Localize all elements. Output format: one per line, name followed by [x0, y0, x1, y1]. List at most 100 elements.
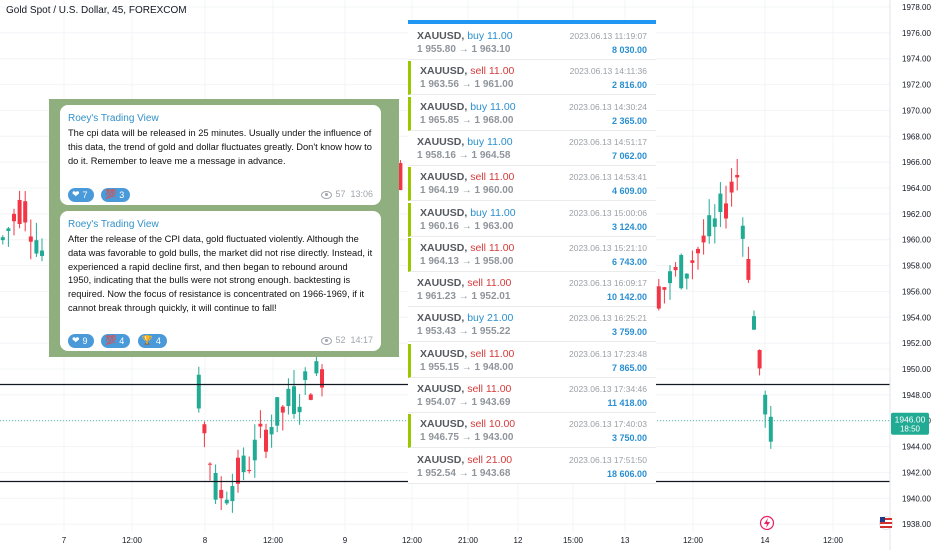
time-axis[interactable]: 7 12:00 8 12:00 9 12:00 21:00 12 15:00 13 12:00 14 1… [62, 515, 844, 546]
side-text: buy [467, 135, 485, 148]
trade-row[interactable]: XAUUSD, sell 11.00 2023.06.13 17:23:48 1 9… [408, 343, 656, 378]
trade-time: 2023.06.13 17:23:48 [569, 348, 647, 359]
message-author[interactable]: Roey's Trading View [68, 113, 159, 124]
trade-row[interactable]: XAUUSD, sell 11.00 2023.06.13 14:53:41 1 9… [408, 167, 656, 202]
trade-side: buy 21.00 [467, 312, 513, 324]
trade-row[interactable]: XAUUSD, sell 11.00 2023.06.13 14:11:36 1 9… [408, 61, 656, 96]
price-tick-label: 1966.00 [902, 158, 931, 167]
lots-text: 11.00 [485, 383, 512, 395]
lots-text: 11.00 [487, 30, 513, 42]
symbol-text: XAUUSD, [420, 418, 468, 431]
trade-profit: 18 606.00 [606, 468, 647, 479]
price-tick-label: 1940.00 [902, 494, 931, 503]
trade-row[interactable]: XAUUSD, buy 21.00 2023.06.13 16:25:21 1 95… [408, 308, 656, 343]
trade-price-range: 1 965.85 → 1 968.00 [420, 114, 514, 126]
reaction-count: 9 [82, 335, 88, 346]
reaction-hundred[interactable]: 💯 3 [101, 187, 131, 202]
reaction-hundred[interactable]: 💯 4 [101, 333, 131, 348]
current-price-badge [891, 412, 929, 435]
price-tick-label: 1952.00 [902, 339, 931, 348]
trade-side: sell 11.00 [467, 383, 511, 395]
trade-price-range: 1 946.75 → 1 943.00 [420, 432, 514, 444]
trade-time: 2023.06.13 11:19:07 [569, 31, 647, 41]
symbol-text: XAUUSD, [420, 347, 468, 360]
trade-history-panel: XAUUSD, buy 11.00 2023.06.13 11:19:07 1 95… [408, 20, 656, 484]
side-text: sell [470, 347, 486, 360]
trade-row[interactable]: XAUUSD, buy 11.00 2023.06.13 14:51:17 1 95… [408, 132, 656, 166]
trade-row[interactable]: XAUUSD, sell 21.00 2023.06.13 17:51:50 1 9… [408, 450, 656, 484]
reaction-count: 4 [155, 335, 161, 346]
price-tick-label: 1964.00 [902, 184, 931, 193]
reaction-count: 7 [82, 189, 88, 200]
price-tick-label: 1938.00 [902, 520, 931, 529]
trade-row[interactable]: XAUUSD, buy 11.00 2023.06.13 11:19:07 1 95… [408, 26, 656, 60]
trade-symbol: XAUUSD, buy 11.00 [420, 101, 516, 113]
price-tick-label: 1956.00 [902, 287, 931, 296]
hundred-icon: 💯 [105, 189, 117, 199]
trade-row[interactable]: XAUUSD, buy 11.00 2023.06.13 15:00:06 1 96… [408, 202, 656, 237]
symbol-text: XAUUSD, [420, 241, 468, 254]
reaction-trophy[interactable]: 🏆 4 [137, 333, 167, 348]
symbol-text: XAUUSD, [420, 206, 468, 219]
trade-row[interactable]: XAUUSD, sell 10.00 2023.06.13 17:40:03 1 9… [408, 414, 656, 449]
price-tick-label: 1942.00 [902, 468, 931, 477]
trade-row[interactable]: XAUUSD, buy 11.00 2023.06.13 14:30:24 1 96… [408, 96, 656, 131]
trade-time: 2023.06.13 17:34:46 [569, 384, 647, 394]
lots-text: 11.00 [485, 277, 512, 290]
trade-price-range: 1 963.56 → 1 961.00 [420, 79, 514, 91]
trade-time: 2023.06.13 14:30:24 [569, 101, 647, 112]
message-footer: ❤ 7 💯 3 57 13:06 [68, 184, 373, 202]
time-tick-label: 12:00 [823, 536, 844, 545]
trade-profit: 3 750.00 [611, 433, 647, 444]
trade-symbol: XAUUSD, sell 21.00 [417, 454, 512, 466]
side-text: buy [467, 312, 485, 325]
trade-row[interactable]: XAUUSD, sell 11.00 2023.06.13 15:21:10 1 9… [408, 237, 656, 272]
trade-side: buy 11.00 [470, 101, 515, 113]
symbol-text: XAUUSD, [417, 30, 465, 42]
trade-profit: 7 865.00 [611, 362, 647, 373]
message-time: 14:17 [350, 335, 373, 345]
reaction-heart[interactable]: ❤ 9 [68, 333, 94, 348]
trade-side: sell 11.00 [470, 348, 514, 360]
side-text: buy [467, 30, 485, 42]
trade-time: 2023.06.13 14:51:17 [569, 136, 647, 147]
price-tick-label: 1962.00 [902, 210, 931, 219]
trade-symbol: XAUUSD, sell 11.00 [417, 383, 511, 395]
time-tick-label: 15:00 [563, 536, 584, 545]
lightning-icon[interactable] [759, 515, 775, 531]
heart-icon: ❤ [72, 189, 80, 199]
symbol-text: XAUUSD, [417, 135, 465, 148]
trade-time: 2023.06.13 14:11:36 [569, 66, 647, 77]
trade-side: sell 11.00 [470, 171, 514, 183]
trade-profit: 10 142.00 [606, 292, 647, 303]
chart-title: Gold Spot / U.S. Dollar, 45, FOREXCOM [6, 5, 187, 16]
telegram-message: Roey's Trading View After the release of… [60, 211, 381, 351]
side-text: sell [470, 241, 486, 254]
trade-row[interactable]: XAUUSD, sell 11.00 2023.06.13 17:34:46 1 9… [408, 379, 656, 413]
price-tick-label: 1974.00 [902, 55, 931, 64]
trade-row[interactable]: XAUUSD, sell 11.00 2023.06.13 16:09:17 1 9… [408, 273, 656, 308]
price-tick-label: 1976.00 [902, 29, 931, 38]
price-axis[interactable]: 1978.00 1976.00 1974.00 1972.00 1970.00 1968.… [879, 0, 932, 550]
symbol-text: XAUUSD, [417, 383, 465, 395]
price-tick-label: 1970.00 [902, 106, 931, 115]
trade-symbol: XAUUSD, sell 11.00 [420, 65, 514, 77]
trade-symbol: XAUUSD, sell 11.00 [420, 348, 514, 360]
candles [0, 159, 773, 513]
price-tick-label: 1978.00 [902, 3, 931, 12]
trade-symbol: XAUUSD, sell 10.00 [420, 418, 515, 430]
price-tick-label: 1944.00 [902, 443, 931, 452]
side-text: sell [467, 277, 483, 290]
symbol-text: XAUUSD, [420, 65, 468, 78]
message-author[interactable]: Roey's Trading View [68, 219, 159, 230]
lots-text: 11.00 [488, 171, 515, 184]
trade-profit: 6 743.00 [611, 256, 647, 267]
time-tick-label: 21:00 [458, 536, 479, 545]
trade-symbol: XAUUSD, buy 11.00 [417, 136, 513, 148]
panel-top-bar [408, 20, 656, 24]
reaction-heart[interactable]: ❤ 7 [68, 187, 94, 202]
trade-profit: 2 816.00 [611, 80, 647, 91]
telegram-channel-panel: Roey's Trading View The cpi data will be… [49, 99, 399, 357]
lots-text: 11.00 [488, 65, 515, 78]
price-tick-label: 1972.00 [902, 81, 931, 90]
